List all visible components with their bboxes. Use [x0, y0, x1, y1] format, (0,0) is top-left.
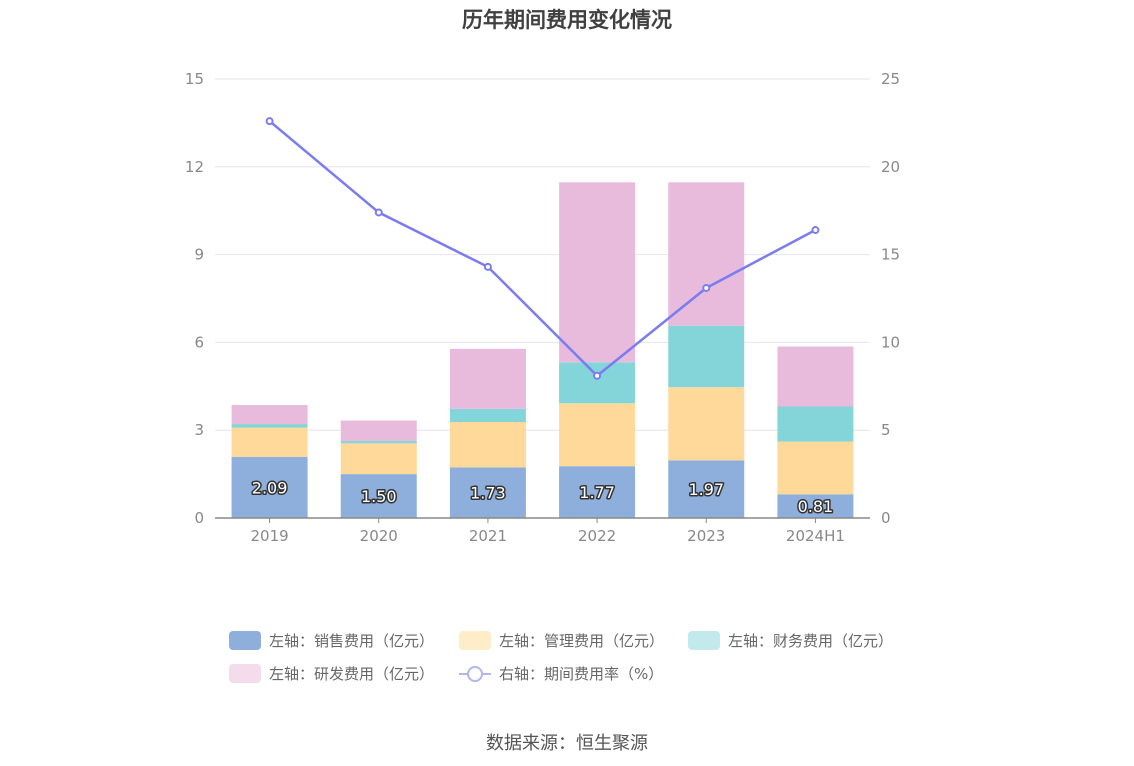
left-axis-tick-label: 6 [194, 333, 204, 351]
expense-rate-point [811, 226, 820, 235]
bar-finance [668, 325, 745, 388]
bar-sales [340, 474, 417, 518]
bar-admin [559, 403, 636, 467]
legend-item-finance[interactable]: 左轴：财务费用（亿元） [688, 630, 893, 651]
bar-sales [668, 460, 745, 518]
legend-item-rnd[interactable]: 左轴：研发费用（亿元） [229, 663, 434, 684]
legend-item-expense-rate[interactable]: 右轴：期间费用率（%） [459, 663, 663, 684]
expense-rate-point [483, 262, 492, 271]
expense-rate-point [702, 283, 711, 292]
right-axis-tick-label: 5 [881, 421, 891, 439]
chart-title: 历年期间费用变化情况 [462, 8, 672, 32]
bar-rnd [340, 420, 417, 442]
right-axis-tick-label: 15 [881, 246, 900, 264]
left-axis-tick-label: 0 [194, 509, 204, 527]
bar-value-label: 1.50 [361, 487, 397, 506]
expense-rate-line [268, 120, 817, 378]
legend-swatch-sales [229, 631, 261, 650]
bar-finance [449, 408, 526, 423]
x-axis-tick-label: 2022 [578, 527, 616, 545]
bar-finance [777, 406, 854, 442]
bar-rnd [668, 182, 745, 326]
bar-admin [340, 443, 417, 475]
bar-finance [231, 424, 308, 428]
right-axis-tick-label: 20 [881, 158, 900, 176]
legend-swatch-finance [688, 631, 720, 650]
right-axis-tick-label: 10 [881, 333, 900, 351]
x-axis-tick-label: 2019 [250, 527, 288, 545]
legend-label-admin: 左轴：管理费用（亿元） [499, 632, 665, 650]
bar-sales [559, 466, 636, 518]
bar-value-label: 1.97 [688, 480, 724, 499]
x-axis-tick-label: 2024H1 [786, 527, 845, 545]
data-source: 数据来源：恒生聚源 [486, 733, 648, 754]
bar-sales [449, 467, 526, 518]
axes: 0 3 6 9 12 15 0 5 10 15 20 25 2019 2020 2021 2022 2023 20… [185, 70, 900, 545]
legend-label-sales: 左轴：销售费用（亿元） [269, 632, 435, 650]
bar-finance [559, 362, 636, 404]
bar-rnd [777, 346, 854, 407]
left-axis-tick-label: 3 [194, 421, 204, 439]
bar-admin [668, 387, 745, 461]
legend-item-admin[interactable]: 左轴：管理费用（亿元） [459, 630, 664, 651]
x-axis-tick-label: 2021 [469, 527, 507, 545]
right-axis-tick-label: 0 [881, 509, 891, 527]
bar-rnd [231, 405, 308, 425]
left-axis-tick-label: 9 [194, 246, 204, 264]
bar-admin [231, 427, 308, 457]
x-axis-tick-label: 2023 [687, 527, 725, 545]
legend-label-expense-rate: 右轴：期间费用率（%） [499, 665, 664, 683]
left-axis-tick-label: 15 [185, 70, 204, 88]
expense-rate-point [593, 371, 602, 380]
left-axis-tick-label: 12 [185, 158, 204, 176]
legend-line-icon [459, 664, 491, 683]
bar-series [231, 182, 854, 518]
line-series [265, 117, 820, 380]
bar-admin [449, 422, 526, 468]
bar-value-label: 1.73 [470, 484, 506, 503]
bar-sales [777, 494, 854, 518]
bar-value-label: 1.77 [579, 483, 615, 502]
bar-value-label: 0.81 [798, 497, 834, 516]
legend-label-rnd: 左轴：研发费用（亿元） [269, 665, 435, 683]
bar-sales [231, 456, 308, 518]
bar-value-label: 2.09 [252, 478, 288, 497]
bar-rnd [449, 348, 526, 409]
bar-finance [340, 441, 417, 444]
x-axis-tick-label: 2020 [360, 527, 398, 545]
legend-swatch-admin [459, 631, 491, 650]
expense-rate-point [374, 208, 383, 217]
right-axis-tick-label: 25 [881, 70, 900, 88]
legend-label-finance: 左轴：财务费用（亿元） [728, 632, 894, 650]
legend-item-sales[interactable]: 左轴：销售费用（亿元） [229, 630, 434, 651]
bar-admin [777, 441, 854, 495]
bar-rnd [559, 182, 636, 363]
expense-rate-point [265, 117, 274, 126]
data-labels: 2.09 1.50 1.73 1.77 1.97 0.81 [250, 477, 834, 518]
legend-swatch-rnd [229, 664, 261, 683]
